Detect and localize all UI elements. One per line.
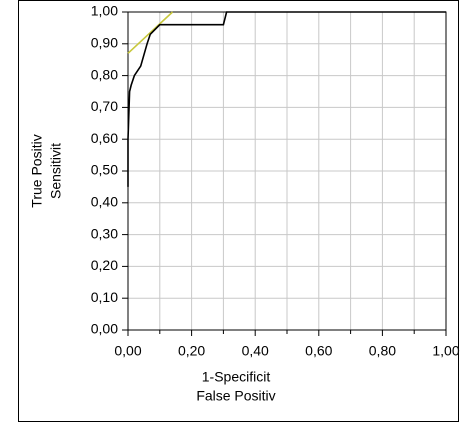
x-tick-label: 0,80 <box>369 343 396 359</box>
y-axis-label: True Positiv <box>29 134 45 207</box>
y-tick-label: 1,00 <box>91 3 118 19</box>
y-axis-label: Sensitivit <box>48 143 64 199</box>
y-tick-label: 0,40 <box>91 194 118 210</box>
x-axis-label: False Positiv <box>196 388 275 404</box>
x-tick-label: 0,40 <box>242 343 269 359</box>
x-tick-label: 0,20 <box>178 343 205 359</box>
y-tick-label: 0,60 <box>91 130 118 146</box>
y-tick-label: 0,30 <box>91 225 118 241</box>
frame <box>18 0 459 422</box>
y-tick-label: 0,20 <box>91 257 118 273</box>
x-tick-label: 0,60 <box>305 343 332 359</box>
y-tick-label: 0,80 <box>91 66 118 82</box>
line-series <box>127 11 446 187</box>
x-tick-label: 1,00 <box>432 343 459 359</box>
y-tick-label: 0,50 <box>91 162 118 178</box>
y-tick-label: 0,90 <box>91 35 118 51</box>
x-axis-label: 1-Specificit <box>202 369 271 385</box>
y-tick-label: 0,00 <box>91 321 118 337</box>
y-tick-label: 0,10 <box>91 289 118 305</box>
line-series <box>127 11 174 54</box>
y-tick-label: 0,70 <box>91 98 118 114</box>
x-tick-label: 0,00 <box>114 343 141 359</box>
